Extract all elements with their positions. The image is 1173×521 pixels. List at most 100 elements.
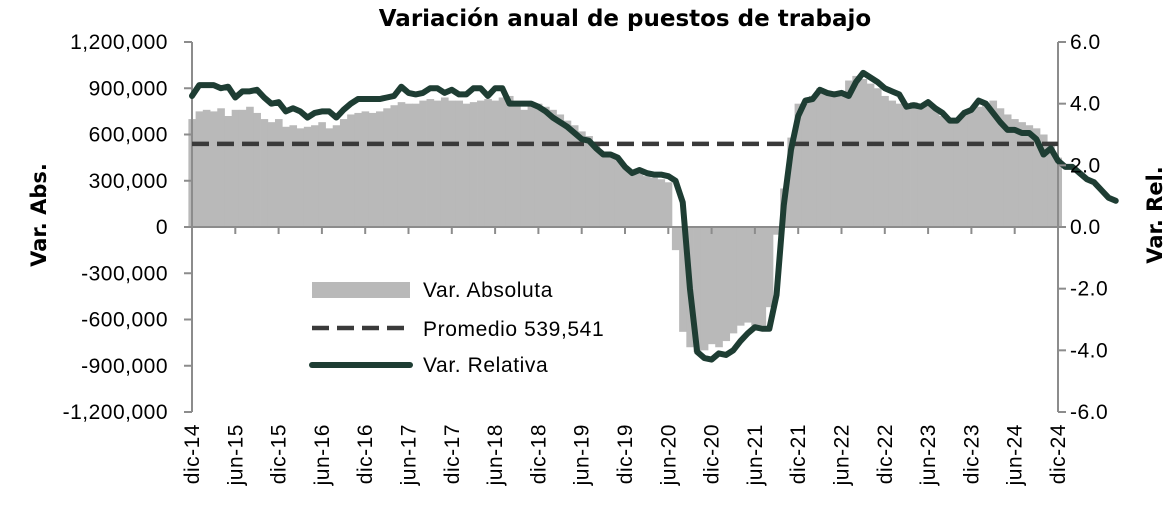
bar <box>758 227 767 326</box>
bar <box>513 102 521 228</box>
bar <box>736 227 745 326</box>
bar <box>729 227 738 334</box>
bar <box>455 100 464 227</box>
bar <box>563 120 572 228</box>
legend-label-absoluta: Var. Absoluta <box>423 279 553 302</box>
x-tick-label: jun-22 <box>831 424 854 486</box>
bar <box>311 125 319 227</box>
bar <box>267 122 276 227</box>
bar <box>953 119 961 227</box>
bar <box>1011 119 1019 227</box>
bar <box>823 91 832 227</box>
bar <box>924 102 933 228</box>
bar <box>881 95 889 228</box>
bar <box>830 95 839 228</box>
bar <box>505 95 514 228</box>
x-tick-label: dic-21 <box>787 424 810 484</box>
y-right-tick-label: -4.0 <box>1070 339 1108 362</box>
bar <box>599 153 608 227</box>
y-axis-right-ticks: 6.0 4.0 2.0 0.0 -2.0 -4.0 -6.0 <box>1058 31 1108 424</box>
bar <box>217 108 225 227</box>
bar <box>816 88 824 227</box>
x-tick-label: dic-15 <box>268 424 291 484</box>
x-tick-label: jun-19 <box>571 424 594 486</box>
y-right-tick-label: 6.0 <box>1070 31 1101 54</box>
bar <box>260 119 269 227</box>
bar <box>679 227 687 332</box>
bar <box>246 106 254 227</box>
bar <box>542 106 550 227</box>
bar <box>534 103 543 227</box>
bar <box>946 119 954 227</box>
bar <box>498 97 507 227</box>
bar <box>282 126 290 227</box>
bar <box>195 111 204 228</box>
y-right-tick-label: -6.0 <box>1070 401 1108 424</box>
x-tick-label: jun-18 <box>484 424 507 486</box>
y-axis-left-label: Var. Abs. <box>27 163 51 267</box>
bar <box>368 112 377 227</box>
bar <box>671 227 680 251</box>
bar <box>570 125 579 227</box>
bar <box>390 105 399 227</box>
x-tick-label: dic-18 <box>527 424 550 484</box>
bar <box>578 131 586 227</box>
bar <box>996 108 1005 227</box>
y-left-tick-label: 1,200,000 <box>70 31 168 54</box>
x-tick-label: jun-24 <box>1004 424 1027 486</box>
bar <box>376 111 384 228</box>
bar <box>289 125 298 227</box>
bar <box>339 119 348 227</box>
x-tick-label: dic-19 <box>614 424 637 484</box>
bar <box>715 227 723 348</box>
bar <box>592 143 601 227</box>
bar <box>448 100 456 227</box>
bar <box>412 103 420 227</box>
bar <box>852 75 860 227</box>
bar <box>556 114 565 227</box>
bar <box>938 116 947 227</box>
bar <box>361 111 370 228</box>
y-right-tick-label: 2.0 <box>1070 154 1101 177</box>
legend-label-relativa: Var. Relativa <box>423 354 548 377</box>
legend: Var. Absoluta Promedio 539,541 Var. Rela… <box>309 279 604 377</box>
y-left-tick-label: -900,000 <box>81 355 168 378</box>
y-axis-left-ticks: 1,200,000 900,000 600,000 300,000 0 -300,000 -… <box>63 31 192 424</box>
bar <box>325 128 334 227</box>
bar <box>628 171 637 227</box>
bar <box>585 136 593 227</box>
bar <box>426 99 435 227</box>
x-tick-label: jun-21 <box>744 424 767 486</box>
bar <box>859 79 868 227</box>
x-tick-label: dic-22 <box>874 424 897 484</box>
y-left-tick-label: -300,000 <box>81 262 168 285</box>
bar <box>910 102 918 228</box>
bar <box>845 80 853 227</box>
bar <box>296 128 305 227</box>
bar <box>303 126 312 227</box>
bar <box>989 100 998 227</box>
bar <box>224 116 233 227</box>
x-tick-label: jun-20 <box>657 424 680 486</box>
bar <box>462 103 471 227</box>
bar <box>707 227 716 345</box>
bar <box>477 100 485 227</box>
bar <box>404 103 413 227</box>
y-left-tick-label: -600,000 <box>81 309 168 332</box>
bar <box>765 227 774 308</box>
bar <box>801 102 810 228</box>
bar <box>787 137 795 227</box>
bar <box>917 105 925 227</box>
bar <box>772 227 781 235</box>
legend-label-promedio: Promedio 539,541 <box>423 318 604 341</box>
x-tick-label: jun-16 <box>311 424 334 486</box>
bar <box>982 103 990 227</box>
bar <box>722 227 731 342</box>
bar <box>621 168 630 227</box>
bar <box>491 100 500 227</box>
bar <box>751 227 759 326</box>
bar <box>837 91 846 227</box>
bar <box>744 227 752 323</box>
bar <box>967 109 976 227</box>
